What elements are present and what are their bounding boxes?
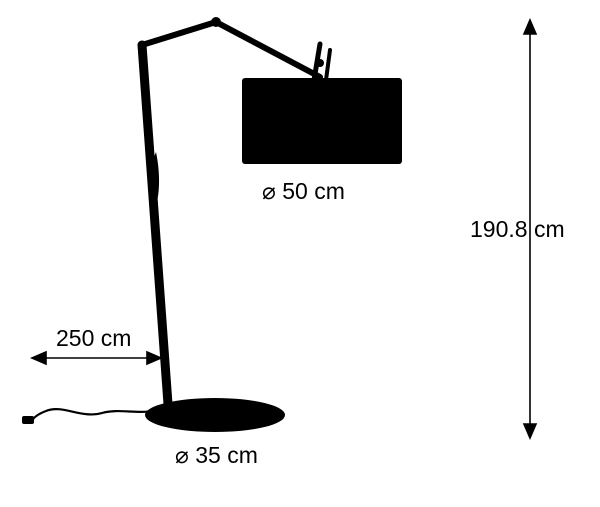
dimension-cord-length-label: 250 cm [56, 325, 131, 352]
shade-hanger-2 [326, 50, 330, 80]
lamp-shade [242, 78, 402, 164]
dimension-height-label: 190.8 cm [470, 216, 565, 243]
power-cord [33, 406, 163, 420]
lamp-arm-segment-1 [142, 22, 216, 45]
dimension-base-diameter-label: ⌀ 35 cm [175, 442, 258, 469]
dimension-cord-line [32, 352, 161, 364]
lamp-arm-segment-2 [216, 22, 320, 77]
lamp-pole [142, 45, 168, 404]
dimension-shade-diameter-label: ⌀ 50 cm [262, 178, 345, 205]
power-plug [22, 416, 34, 424]
lamp-dimension-diagram [0, 0, 600, 507]
